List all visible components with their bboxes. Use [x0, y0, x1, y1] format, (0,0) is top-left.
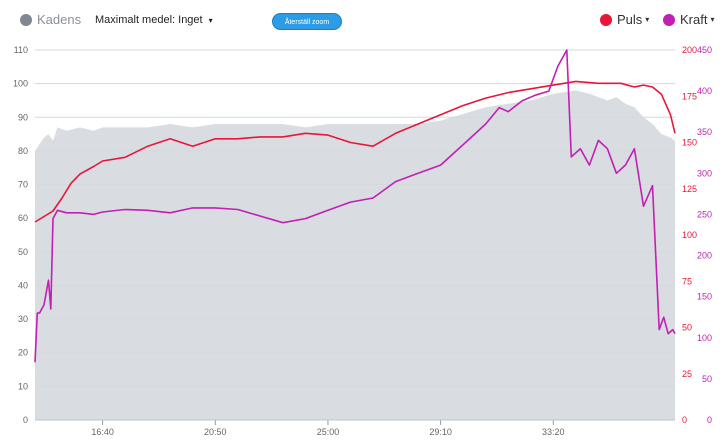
y-tick-puls: 50 — [682, 323, 692, 333]
y-tick-kraft: 150 — [697, 292, 712, 302]
x-tick-label: 29:10 — [429, 427, 452, 437]
legend-kadens-label: Kadens — [37, 12, 82, 27]
y-tick-kadens: 40 — [18, 280, 28, 290]
chevron-down-icon: ▾ — [208, 16, 213, 25]
chevron-down-icon: ▾ — [645, 15, 650, 24]
y-tick-kadens: 30 — [18, 314, 28, 324]
y-tick-puls: 175 — [682, 91, 697, 101]
y-tick-kadens: 100 — [13, 79, 28, 89]
x-tick-label: 25:00 — [317, 427, 340, 437]
x-tick-label: 20:50 — [204, 427, 227, 437]
y-tick-kraft: 450 — [697, 45, 712, 55]
chart-header: Kadens Maximalt medel: Inget ▾ Återställ… — [0, 0, 725, 44]
kraft-dot-icon — [663, 13, 675, 26]
legend-puls[interactable]: Puls ▾ — [600, 12, 649, 27]
legend-kraft[interactable]: Kraft ▾ — [663, 12, 714, 27]
kadens-dot-icon — [20, 13, 32, 26]
y-tick-kraft: 250 — [697, 209, 712, 219]
y-tick-kadens: 110 — [14, 45, 28, 55]
y-tick-kadens: 70 — [18, 180, 28, 190]
y-tick-kraft: 350 — [697, 127, 712, 137]
y-tick-kraft: 400 — [697, 86, 712, 96]
y-tick-kadens: 10 — [18, 381, 28, 391]
y-tick-puls: 25 — [682, 369, 692, 379]
y-tick-puls: 0 — [682, 415, 687, 425]
x-tick-label: 16:40 — [91, 427, 114, 437]
y-tick-puls: 150 — [682, 138, 697, 148]
max-average-label: Maximalt medel: Inget — [95, 14, 203, 26]
series-puls-line — [34, 80, 676, 223]
x-tick-label: 33:20 — [542, 427, 565, 437]
y-tick-kraft: 100 — [697, 333, 712, 343]
max-average-select[interactable]: Maximalt medel: Inget ▾ — [95, 14, 213, 26]
legend-puls-label: Puls — [617, 12, 643, 27]
y-tick-puls: 200 — [682, 45, 697, 55]
legend-kraft-label: Kraft — [680, 12, 708, 27]
chevron-down-icon: ▾ — [710, 15, 715, 24]
legend-kadens[interactable]: Kadens — [20, 12, 81, 27]
y-tick-kraft: 200 — [697, 251, 712, 261]
y-tick-kadens: 0 — [23, 415, 28, 425]
reset-zoom-button[interactable]: Återställ zoom — [272, 13, 342, 30]
y-tick-kadens: 80 — [18, 146, 28, 156]
y-tick-puls: 75 — [682, 276, 692, 286]
y-tick-puls: 125 — [682, 184, 697, 194]
y-tick-kraft: 50 — [702, 374, 712, 384]
series-kraft-line — [34, 49, 676, 363]
y-tick-kraft: 300 — [697, 168, 712, 178]
y-tick-kadens: 60 — [18, 213, 28, 223]
y-tick-puls: 100 — [682, 230, 697, 240]
y-tick-kadens: 20 — [18, 348, 28, 358]
y-tick-kadens: 50 — [18, 247, 28, 257]
series-kadens-area — [35, 90, 675, 421]
puls-dot-icon — [600, 13, 612, 26]
y-tick-kraft: 0 — [707, 415, 712, 425]
y-tick-kadens: 90 — [18, 112, 28, 122]
